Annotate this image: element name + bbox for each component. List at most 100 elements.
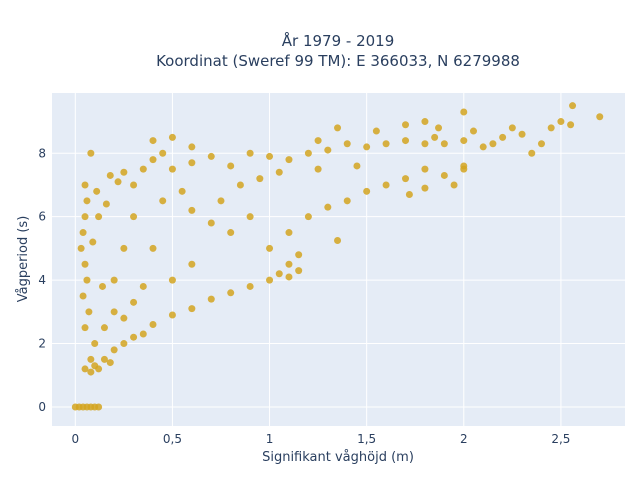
data-point: [120, 314, 128, 322]
data-point: [168, 311, 176, 319]
data-point: [246, 213, 254, 221]
data-point: [435, 124, 443, 132]
data-point: [159, 197, 167, 205]
data-point: [334, 124, 342, 132]
x-tick-label: 2,5: [551, 432, 570, 446]
data-point: [295, 251, 303, 259]
data-point: [87, 355, 95, 363]
y-tick-label: 2: [38, 337, 46, 351]
data-point: [77, 244, 85, 252]
x-tick-label: 0: [71, 432, 79, 446]
data-point: [421, 184, 429, 192]
data-point: [79, 292, 87, 300]
data-point: [256, 175, 264, 183]
data-point: [596, 113, 604, 121]
data-point: [120, 168, 128, 176]
chart-title: År 1979 - 2019: [282, 31, 395, 50]
data-point: [120, 244, 128, 252]
data-point: [79, 229, 87, 237]
data-point: [285, 156, 293, 164]
data-point: [188, 305, 196, 313]
data-point: [227, 229, 235, 237]
data-point: [188, 260, 196, 268]
data-point: [110, 308, 118, 316]
data-point: [89, 238, 97, 246]
y-tick-label: 4: [38, 273, 46, 287]
data-point: [168, 165, 176, 173]
data-point: [81, 324, 89, 332]
data-point: [139, 165, 147, 173]
x-tick-label: 2: [460, 432, 468, 446]
data-point: [149, 321, 157, 329]
data-point: [440, 171, 448, 179]
data-point: [460, 137, 468, 145]
data-point: [518, 130, 526, 138]
data-point: [207, 295, 215, 303]
data-point: [421, 165, 429, 173]
data-point: [95, 403, 103, 411]
chart-subtitle: Koordinat (Sweref 99 TM): E 366033, N 62…: [156, 52, 520, 70]
data-point: [81, 260, 89, 268]
data-point: [266, 276, 274, 284]
data-point: [106, 359, 114, 367]
data-point: [314, 137, 322, 145]
y-tick-label: 0: [38, 400, 46, 414]
data-point: [304, 149, 312, 157]
tick-labels: 0 0,5 1 1,5 2 2,5 0 2 4 6 8: [38, 146, 570, 446]
data-point: [130, 213, 138, 221]
data-point: [99, 282, 107, 290]
data-point: [295, 267, 303, 275]
data-point: [110, 346, 118, 354]
y-tick-label: 6: [38, 210, 46, 224]
data-point: [353, 162, 361, 170]
data-point: [159, 149, 167, 157]
data-point: [314, 165, 322, 173]
data-point: [149, 137, 157, 145]
data-point: [343, 140, 351, 148]
x-tick-label: 1,5: [357, 432, 376, 446]
data-point: [81, 213, 89, 221]
data-point: [114, 178, 122, 186]
data-point: [266, 152, 274, 160]
data-point: [217, 197, 225, 205]
data-point: [93, 187, 101, 195]
data-point: [227, 289, 235, 297]
data-point: [188, 206, 196, 214]
data-point: [81, 365, 89, 373]
data-point: [469, 127, 477, 135]
data-point: [95, 213, 103, 221]
data-point: [266, 244, 274, 252]
data-points: [71, 102, 604, 411]
data-point: [460, 108, 468, 116]
data-point: [460, 165, 468, 173]
data-point: [110, 276, 118, 284]
data-point: [421, 140, 429, 148]
data-point: [275, 168, 283, 176]
data-point: [363, 143, 371, 151]
data-point: [285, 229, 293, 237]
data-point: [207, 152, 215, 160]
data-point: [489, 140, 497, 148]
data-point: [285, 260, 293, 268]
data-point: [285, 273, 293, 281]
data-point: [100, 355, 108, 363]
y-tick-label: 8: [38, 146, 46, 160]
data-point: [83, 276, 91, 284]
data-point: [130, 298, 138, 306]
x-tick-label: 1: [266, 432, 274, 446]
data-point: [188, 143, 196, 151]
data-point: [87, 368, 95, 376]
data-point: [567, 121, 575, 129]
data-point: [95, 365, 103, 373]
data-point: [81, 181, 89, 189]
data-point: [168, 276, 176, 284]
data-point: [479, 143, 487, 151]
data-point: [130, 333, 138, 341]
data-point: [139, 330, 147, 338]
data-point: [304, 213, 312, 221]
data-point: [343, 197, 351, 205]
data-point: [246, 282, 254, 290]
data-point: [382, 181, 390, 189]
y-axis-title: Vågperiod (s): [16, 216, 31, 303]
